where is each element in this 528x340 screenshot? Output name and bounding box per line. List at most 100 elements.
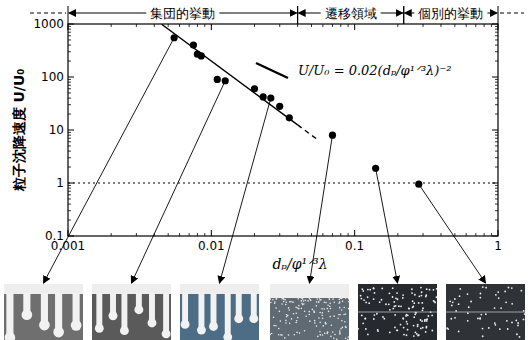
particle bbox=[470, 301, 472, 303]
particle bbox=[309, 320, 311, 322]
particle bbox=[342, 300, 344, 302]
particle bbox=[275, 307, 277, 309]
particle bbox=[321, 314, 323, 316]
particle bbox=[397, 298, 399, 300]
particle bbox=[364, 318, 366, 320]
particle bbox=[425, 319, 427, 321]
particle bbox=[452, 301, 454, 303]
particle bbox=[329, 297, 331, 299]
particle bbox=[336, 338, 338, 340]
region-label: 個別的挙動 bbox=[418, 6, 483, 21]
y-tick-label: 1 bbox=[56, 176, 64, 190]
particle bbox=[467, 312, 469, 314]
particle bbox=[449, 300, 451, 302]
particle bbox=[362, 322, 364, 324]
particle bbox=[411, 288, 413, 290]
particle bbox=[287, 315, 289, 317]
particle bbox=[373, 298, 375, 300]
region-boundary bbox=[297, 6, 298, 24]
particle bbox=[365, 328, 367, 330]
particle bbox=[330, 336, 332, 338]
particle bbox=[407, 329, 409, 331]
particle bbox=[299, 332, 301, 334]
particle bbox=[458, 331, 460, 333]
region-label-bg bbox=[321, 4, 381, 21]
particle bbox=[322, 334, 324, 336]
particle bbox=[418, 295, 420, 297]
particle bbox=[320, 299, 322, 301]
particle bbox=[416, 333, 418, 335]
particle bbox=[433, 289, 435, 291]
particle bbox=[482, 328, 484, 330]
data-point bbox=[214, 76, 221, 83]
particle bbox=[324, 333, 326, 335]
particle bbox=[505, 301, 507, 303]
plume-head bbox=[162, 329, 171, 338]
particle bbox=[289, 301, 291, 303]
particle bbox=[413, 325, 415, 327]
particle bbox=[269, 334, 271, 336]
particle bbox=[388, 303, 390, 305]
formula-sample-line bbox=[256, 63, 288, 78]
particle bbox=[343, 314, 345, 316]
particle bbox=[396, 329, 398, 331]
data-point bbox=[415, 181, 422, 188]
particle bbox=[479, 317, 481, 319]
particle bbox=[297, 298, 299, 300]
particle bbox=[468, 306, 470, 308]
particle bbox=[292, 301, 294, 303]
particle bbox=[326, 333, 328, 335]
particle bbox=[434, 301, 436, 303]
region-lead bbox=[30, 13, 66, 14]
particle bbox=[273, 325, 275, 327]
particle bbox=[294, 334, 296, 336]
particle bbox=[302, 300, 304, 302]
particle bbox=[288, 334, 290, 336]
particle bbox=[407, 314, 409, 316]
particle bbox=[392, 308, 394, 310]
particle bbox=[339, 307, 341, 309]
particle bbox=[324, 301, 326, 303]
particle bbox=[517, 322, 519, 324]
particle bbox=[402, 318, 404, 320]
particle bbox=[389, 309, 391, 311]
callout-arrow bbox=[376, 168, 398, 283]
photo bbox=[357, 284, 437, 340]
particle bbox=[498, 297, 500, 299]
particle bbox=[363, 299, 365, 301]
particle bbox=[313, 310, 315, 312]
particle bbox=[307, 300, 309, 302]
particle bbox=[329, 316, 331, 318]
photo bbox=[446, 284, 526, 340]
photo-bg bbox=[270, 284, 349, 340]
particle bbox=[511, 303, 513, 305]
photo bbox=[180, 284, 259, 340]
particle bbox=[281, 334, 283, 336]
particle bbox=[322, 312, 324, 314]
particle bbox=[406, 321, 408, 323]
particle bbox=[393, 301, 395, 303]
plume-head bbox=[109, 311, 118, 320]
x-tick bbox=[211, 24, 212, 30]
particle bbox=[365, 301, 367, 303]
particle bbox=[467, 320, 469, 322]
plume-head bbox=[223, 333, 232, 340]
particle bbox=[373, 318, 375, 320]
data-point bbox=[372, 165, 379, 172]
particle bbox=[337, 318, 339, 320]
particle bbox=[318, 317, 320, 319]
particle bbox=[295, 307, 297, 309]
particle bbox=[278, 334, 280, 336]
particle bbox=[459, 295, 461, 297]
particle bbox=[360, 295, 362, 297]
photo bbox=[92, 284, 171, 340]
particle bbox=[395, 305, 397, 307]
photo-band bbox=[180, 284, 259, 294]
particle bbox=[494, 307, 496, 309]
particle bbox=[298, 305, 300, 307]
particle bbox=[317, 336, 319, 338]
photo-line bbox=[358, 312, 437, 313]
particle bbox=[425, 331, 427, 333]
axes: 0.0010.010.110.11101001000 bbox=[33, 17, 501, 253]
particle bbox=[480, 314, 482, 316]
